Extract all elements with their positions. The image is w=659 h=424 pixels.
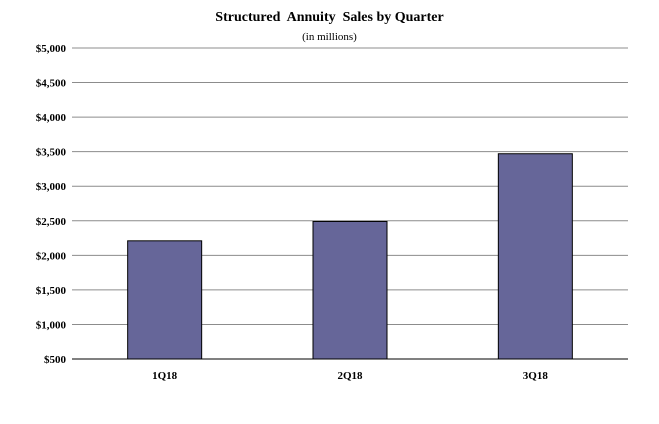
bar-2Q18 xyxy=(312,220,388,360)
y-tick-label: $4,000 xyxy=(36,112,67,124)
y-tick-label: $5,000 xyxy=(36,43,67,55)
y-tick-label: $2,000 xyxy=(36,250,67,262)
chart-subtitle: (in millions) xyxy=(302,31,357,43)
x-category-label: 3Q18 xyxy=(523,370,549,382)
bars xyxy=(127,153,573,360)
x-axis-category-labels: 1Q18 2Q18 3Q18 xyxy=(152,370,548,382)
y-tick-label: $500 xyxy=(44,354,67,366)
x-category-label: 1Q18 xyxy=(152,370,178,382)
y-tick-label: $3,000 xyxy=(36,181,67,193)
y-tick-label: $3,500 xyxy=(36,147,67,159)
y-tick-label: $1,000 xyxy=(36,319,67,331)
y-axis-tick-labels: $500 $1,000 $1,500 $2,000 $2,500 $3,000 $3,500… xyxy=(36,43,67,366)
x-category-label: 2Q18 xyxy=(337,370,363,382)
bar-3Q18 xyxy=(497,153,573,360)
bar-1Q18 xyxy=(127,240,203,360)
y-tick-label: $4,500 xyxy=(36,78,67,90)
chart-title: Structured Annuity Sales by Quarter xyxy=(215,10,444,25)
y-tick-label: $2,500 xyxy=(36,216,67,228)
y-tick-label: $1,500 xyxy=(36,285,67,297)
